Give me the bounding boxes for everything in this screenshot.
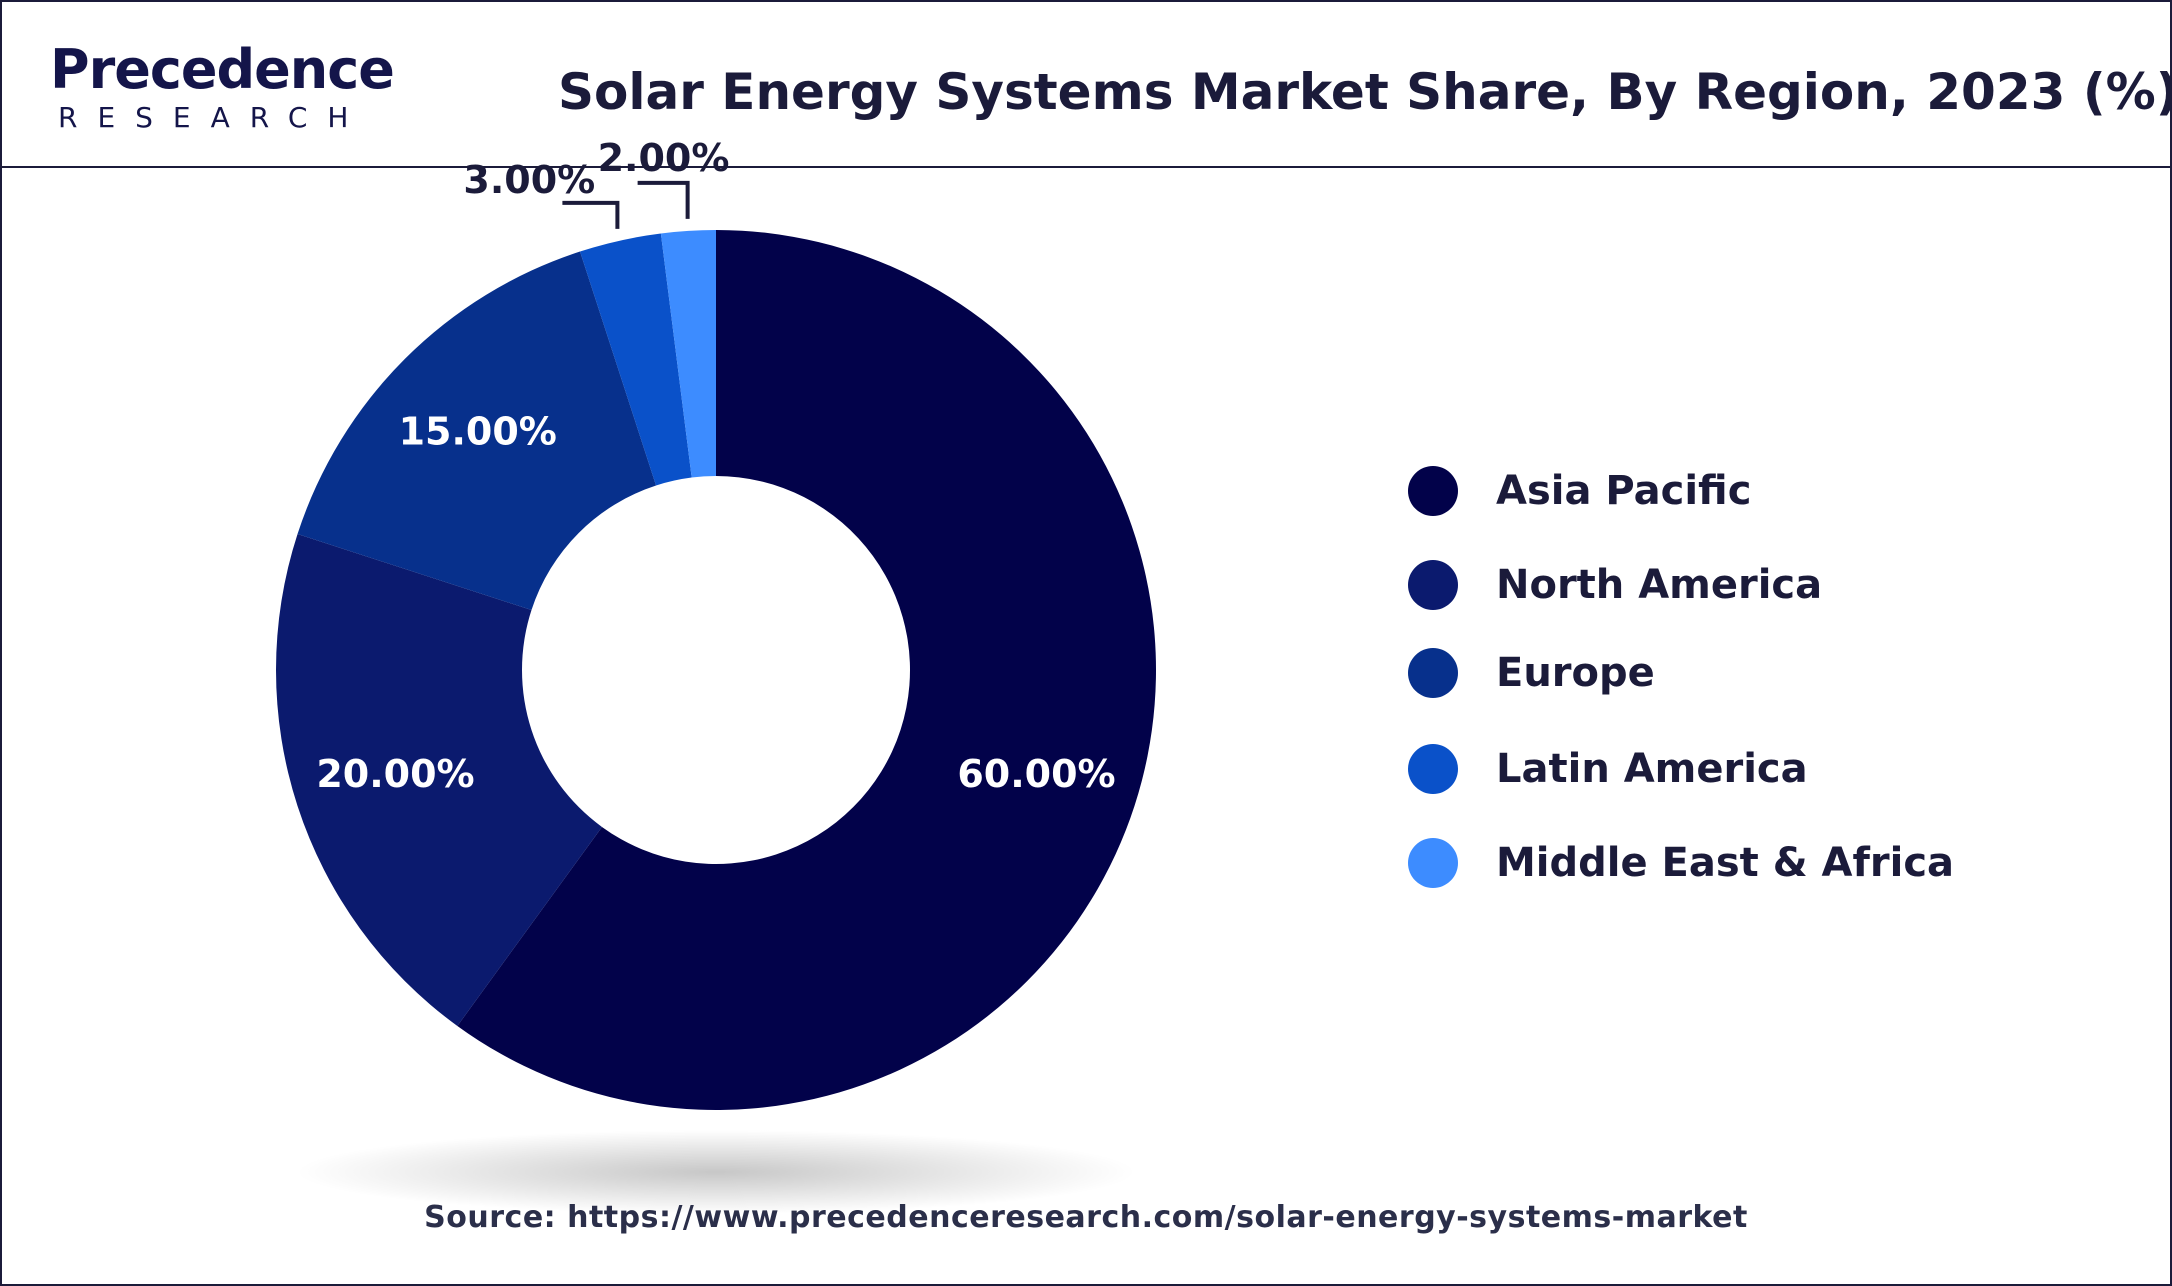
- data-label-asia-pacific: 60.00%: [957, 752, 1115, 796]
- legend-label-europe: Europe: [1496, 650, 1655, 696]
- logo-subtitle: RESEARCH: [58, 101, 369, 134]
- header: Precedence RESEARCH Solar Energy Systems…: [2, 2, 2172, 168]
- slice-north-america: [276, 534, 602, 1026]
- slice-asia-pacific: [457, 230, 1156, 1110]
- legend-label-latin-america: Latin America: [1496, 746, 1808, 792]
- chart-shadow: [296, 1130, 1136, 1214]
- data-label-north-america: 20.00%: [316, 752, 474, 796]
- legend-swatch-middle-east-and-africa: [1408, 838, 1458, 888]
- legend-swatch-latin-america: [1408, 744, 1458, 794]
- leader-line-group: [562, 180, 690, 229]
- slice-europe: [297, 251, 657, 611]
- data-label-middle-east-and-africa: 2.00%: [598, 136, 730, 180]
- legend-label-middle-east-and-africa: Middle East & Africa: [1496, 840, 1955, 886]
- source-note: Source: https://www.precedenceresearch.c…: [424, 1200, 1748, 1235]
- slice-latin-america: [580, 233, 692, 486]
- data-label-europe: 15.00%: [399, 410, 557, 454]
- chart-title: Solar Energy Systems Market Share, By Re…: [558, 63, 2172, 121]
- legend-swatch-north-america: [1408, 560, 1458, 610]
- data-label-latin-america: 3.00%: [463, 158, 595, 202]
- slice-group: [276, 230, 1156, 1110]
- logo-wordmark: Precedence: [50, 38, 395, 101]
- leader-line-middle-east-and-africa: [637, 180, 690, 219]
- leader-line-latin-america: [562, 200, 620, 229]
- legend-label-asia-pacific: Asia Pacific: [1496, 468, 1752, 514]
- legend-swatch-europe: [1408, 648, 1458, 698]
- legend-label-north-america: North America: [1496, 562, 1823, 608]
- data-label-group: 60.00% 20.00% 15.00% 3.00% 2.00%: [316, 136, 1115, 796]
- precedence-research-logo: Precedence RESEARCH: [50, 40, 395, 140]
- legend-swatch-asia-pacific: [1408, 466, 1458, 516]
- slice-middle-east-and-africa: [660, 230, 716, 478]
